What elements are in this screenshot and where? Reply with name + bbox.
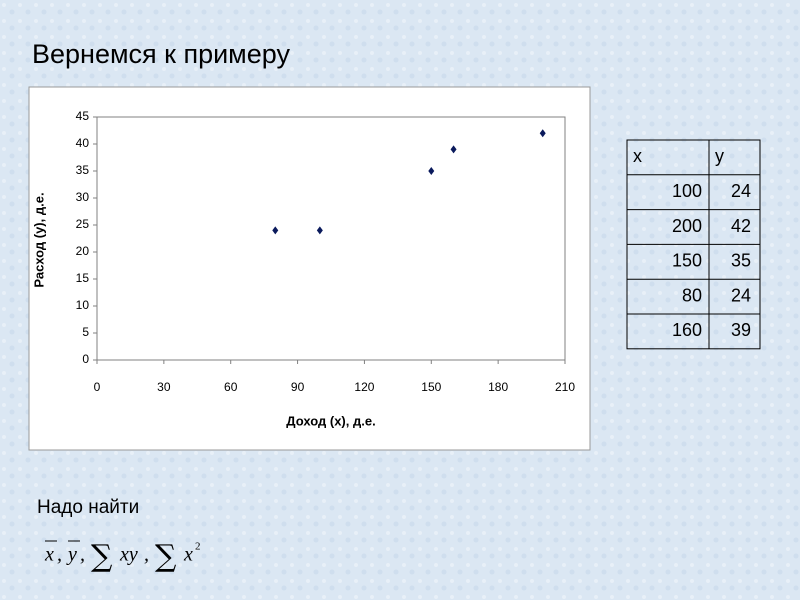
x-tick-label: 150 [421,380,441,394]
y-tick-label: 40 [76,136,90,150]
formula-part: xy [119,544,138,566]
cell: 24 [731,181,751,201]
x-tick-label: 180 [488,380,508,394]
y-tick-label: 0 [82,352,89,366]
point [539,129,546,138]
chart: 0 5 10 15 20 25 30 35 40 45 0 30 60 90 120 150 180 210 [76,109,576,394]
cell: 35 [731,251,751,271]
formula-part: x [183,544,193,566]
formula-part: , [57,544,62,566]
formula-part: ∑ [155,539,177,574]
y-tick-label: 45 [76,109,90,123]
x-tick-label: 90 [291,380,305,394]
y-tick-label: 30 [76,190,90,204]
x-tick-label: 210 [555,380,575,394]
x-tick-label: 120 [354,380,374,394]
cell: 200 [672,216,702,236]
cell: 42 [731,216,751,236]
y-tick-label: 35 [76,163,90,177]
formula: x , y , ∑ xy , ∑ x 2 [44,539,201,574]
formula-part: , [144,544,149,566]
point [450,145,457,154]
x-tick-label: 0 [94,380,101,394]
y-axis-label: Расход (у), д.е. [31,192,46,287]
cell: 150 [672,251,702,271]
formula-part: 2 [195,541,201,553]
x-tick-label: 30 [157,380,171,394]
point [428,167,435,175]
plot-area [96,116,566,361]
formula-part: , [80,544,85,566]
cell: 160 [672,320,702,340]
cell: 39 [731,320,751,340]
note: Надо найти [37,497,139,518]
slide-title: Вернемся к примеру [32,39,290,69]
y-tick-label: 10 [76,298,90,312]
y-tick-label: 25 [76,217,90,231]
cell: 100 [672,181,702,201]
header-cell: x [633,146,642,166]
y-tick-label: 5 [82,325,89,339]
formula-part: ∑ [91,539,113,574]
point [316,226,323,235]
y-tick-label: 20 [76,244,90,258]
x-tick-label: 60 [224,380,238,394]
cell: 80 [682,285,702,305]
cell: 24 [731,285,751,305]
header-cell: y [715,146,724,166]
x-axis-label: Доход (x), д.е. [286,413,375,428]
formula-part: y [66,544,77,566]
y-tick-label: 15 [76,271,90,285]
table: x y 100 24 200 42 150 35 80 24 160 39 [626,139,761,350]
point [272,226,279,235]
formula-part: x [44,544,54,566]
